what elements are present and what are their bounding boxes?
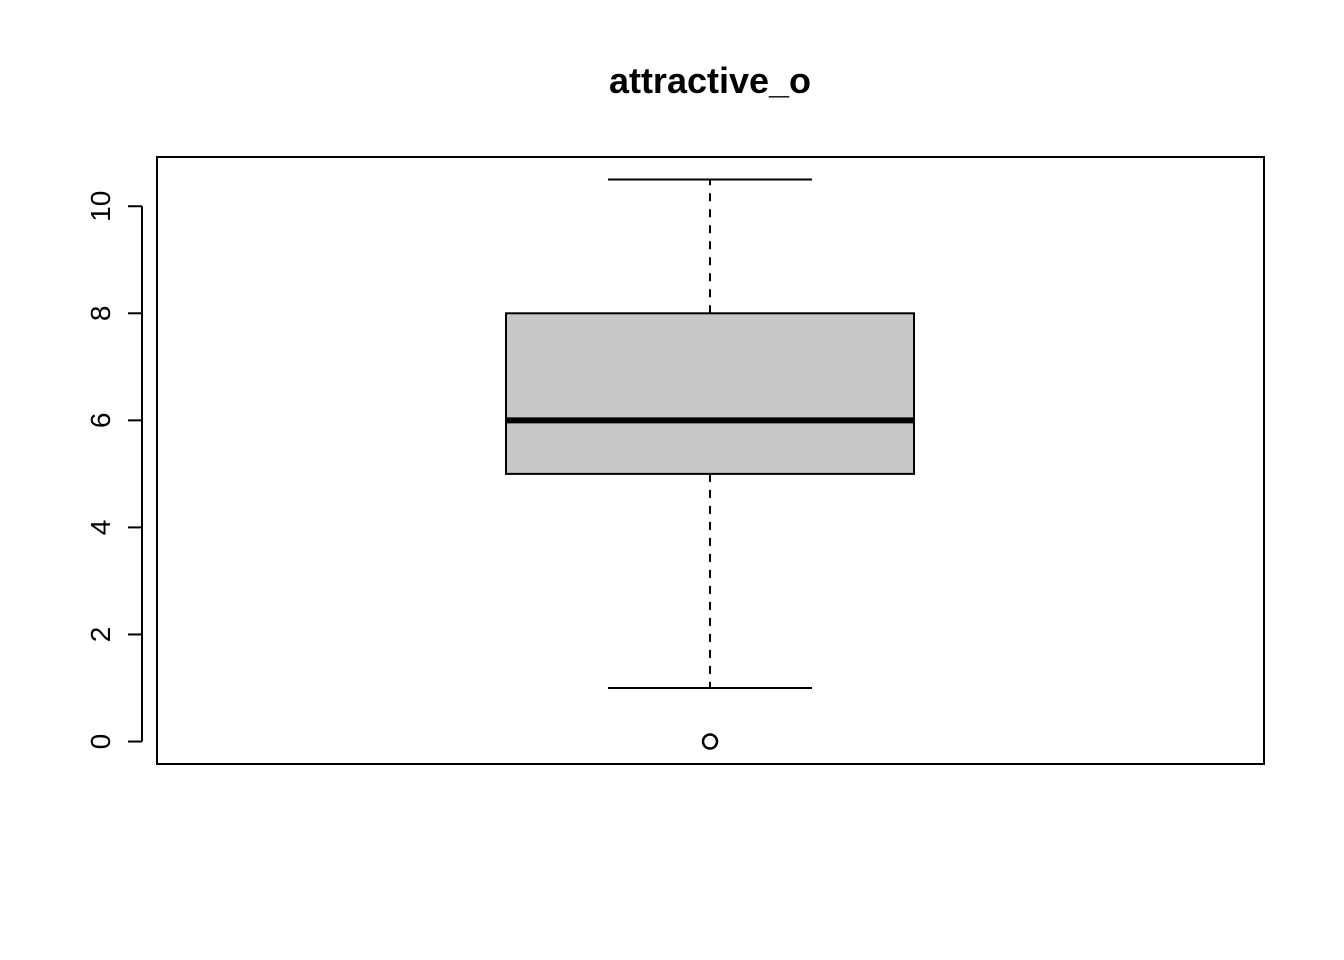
y-axis: 0 2 4 6 8 10 bbox=[85, 191, 143, 750]
box-plot bbox=[505, 178, 915, 750]
chart-title: attractive_o bbox=[609, 60, 811, 101]
y-tick-label: 2 bbox=[85, 627, 116, 643]
y-tick-label: 10 bbox=[85, 191, 116, 222]
y-tick-label: 0 bbox=[85, 734, 116, 750]
iqr-box bbox=[505, 312, 915, 475]
y-tick-label: 4 bbox=[85, 520, 116, 536]
outlier-point bbox=[701, 733, 719, 750]
y-tick-label: 8 bbox=[85, 306, 116, 322]
y-tick-label: 6 bbox=[85, 413, 116, 429]
plot-frame bbox=[156, 156, 1265, 765]
